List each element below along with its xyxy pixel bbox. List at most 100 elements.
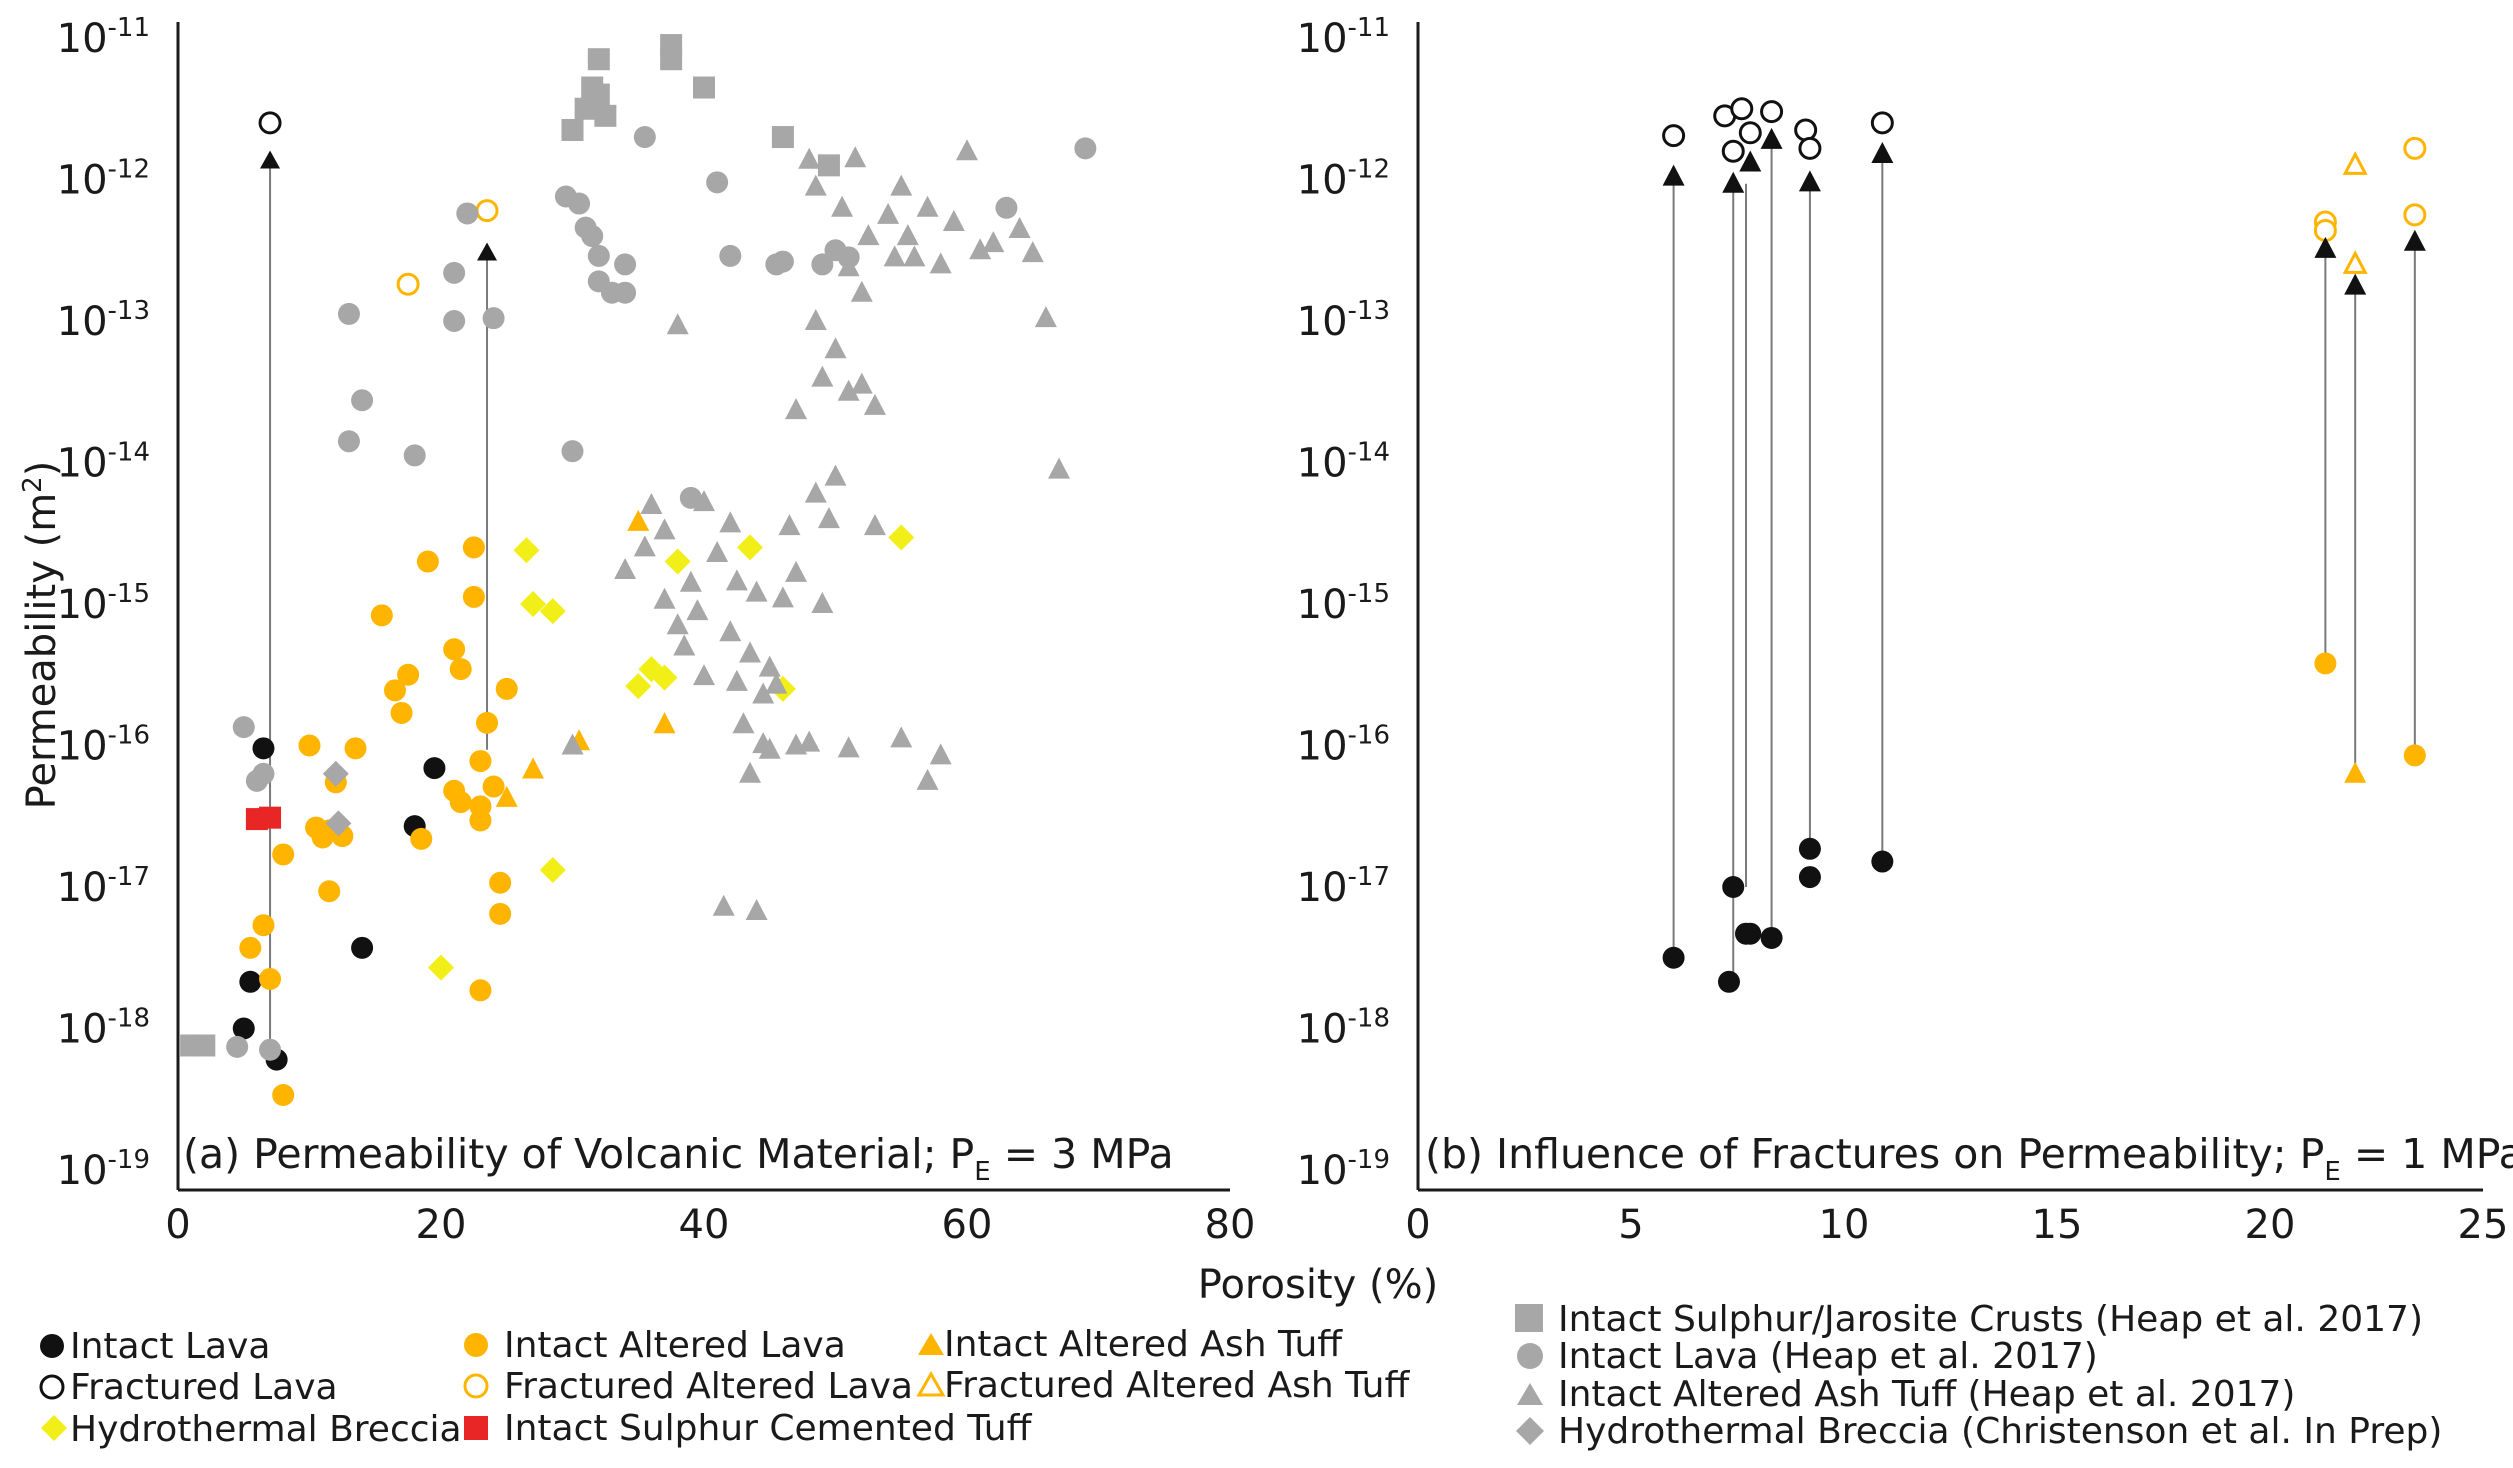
point-fractured_lava (1760, 100, 1784, 124)
series-heap_tuff (561, 139, 1071, 921)
series-intact_altered_lava (2314, 652, 2426, 767)
point-hydrothermal_breccia (737, 534, 764, 561)
point-heap_tuff (785, 733, 808, 755)
y-tick-label: 10-14 (57, 438, 150, 487)
series-fractured_lava (258, 111, 282, 135)
point-heap_lava (561, 440, 584, 463)
y-tick-label: 10-16 (1297, 721, 1390, 770)
series-intact_lava (1662, 837, 1894, 993)
legend-marker-heap-tuff (1517, 1383, 1543, 1405)
legend-marker-intact-lava (40, 1334, 64, 1358)
point-heap_crusts (587, 48, 610, 71)
point-intact_altered_ash_tuff (2344, 761, 2367, 783)
series-fractured_altered_lava (2313, 136, 2427, 242)
legend-label-intact-sulphur-cemented-tuff: Intact Sulphur Cemented Tuff (504, 1408, 1033, 1449)
point-fractured_lava (1730, 97, 1754, 121)
point-intact_altered_lava (469, 979, 492, 1002)
point-heap_tuff (850, 280, 873, 302)
legend-item-intact-lava: Intact Lava (40, 1326, 270, 1367)
y-tick-label: 10-17 (1297, 862, 1390, 911)
point-fractured_lava (258, 111, 282, 135)
point-heap_lava (614, 253, 637, 276)
x-tick-label: 10 (1819, 1202, 1870, 1248)
point-heap_lava (337, 302, 360, 325)
x-tick-label: 0 (165, 1202, 190, 1248)
point-heap_tuff (916, 195, 939, 217)
legend-marker-intact-sulphur-cemented-tuff (464, 1416, 488, 1440)
point-heap_tuff (877, 202, 900, 224)
point-heap_tuff (765, 672, 788, 694)
x-tick-label: 15 (2032, 1202, 2083, 1248)
point-heap_lava (226, 1035, 249, 1058)
point-heap_lava (443, 310, 466, 332)
y-tick-label: 10-19 (1297, 1145, 1390, 1194)
point-fractured_lava (1870, 111, 1894, 135)
legend-marker-hydrothermal-breccia (41, 1415, 67, 1441)
point-heap_tuff (824, 464, 847, 486)
point-intact_altered_ash_tuff (495, 785, 518, 807)
point-heap_lava (995, 196, 1018, 219)
point-heap_tuff (942, 209, 965, 231)
point-intact_lava (1722, 876, 1745, 898)
point-intact_lava (252, 737, 275, 760)
point-heap_tuff (837, 379, 860, 401)
point-heap_crusts (193, 1034, 216, 1057)
point-heap_crusts (660, 48, 683, 71)
point-intact_altered_lava (397, 663, 420, 686)
point-heap_tuff (1008, 217, 1031, 239)
point-heap_lava (771, 250, 794, 273)
point-intact_lava (239, 970, 262, 993)
point-intact_altered_lava (449, 791, 472, 814)
point-intact_lava (1871, 850, 1894, 873)
point-heap_tuff (653, 587, 676, 609)
point-heap_lava (252, 762, 275, 785)
point-altered_arrowheads (2403, 229, 2426, 251)
legend-item-intact-altered-ash-tuff: Intact Altered Ash Tuff (918, 1324, 1343, 1365)
legend-label-hydrothermal-breccia: Hydrothermal Breccia (70, 1409, 462, 1450)
y-tick-label: 10-17 (57, 862, 150, 911)
point-heap_tuff (725, 569, 748, 591)
point-heap_lava (351, 389, 374, 412)
point-heap_lava (443, 261, 466, 284)
point-intact_altered_lava (495, 677, 518, 700)
point-intact_altered_lava (383, 679, 406, 702)
point-heap_tuff (863, 514, 886, 536)
legend-item-heap-crusts: Intact Sulphur/Jarosite Crusts (Heap et … (1515, 1299, 2423, 1340)
point-heap_tuff (732, 712, 755, 734)
point-heap_tuff (890, 726, 913, 748)
point-heap_tuff (666, 313, 689, 335)
point-hydrothermal_breccia (539, 857, 566, 884)
panel-title: (a) Permeability of Volcanic Material; P… (183, 1130, 1174, 1187)
point-intact_altered_ash_tuff (653, 712, 676, 734)
point-breccia_christenson (325, 810, 352, 837)
x-tick-label: 0 (1405, 1202, 1430, 1248)
point-heap_tuff (804, 174, 827, 196)
point-intact_altered_lava (416, 550, 439, 573)
point-fractured_altered_lava (2403, 203, 2427, 227)
point-intact_altered_lava (443, 638, 466, 661)
x-tick-label: 40 (679, 1202, 730, 1248)
legend-item-hydrothermal-breccia: Hydrothermal Breccia (41, 1409, 462, 1450)
point-heap_crusts (594, 104, 617, 127)
point-heap_tuff (640, 492, 663, 514)
point-intact_altered_lava (476, 711, 499, 734)
point-heap_tuff (1048, 457, 1071, 479)
point-altered_arrowheads (2314, 236, 2337, 258)
legend-marker-intact-altered-ash-tuff (918, 1333, 944, 1355)
series-breccia_christenson (322, 760, 352, 837)
y-tick-label: 10-12 (57, 155, 150, 204)
point-heap_tuff (863, 393, 886, 415)
point-heap_tuff (752, 682, 775, 704)
legend-label-fractured-altered-ash-tuff: Fractured Altered Ash Tuff (944, 1365, 1410, 1406)
point-intact_altered_ash_tuff (522, 757, 545, 779)
point-fractured_altered_lava (2403, 136, 2427, 160)
point-intact_altered_lava (272, 1084, 295, 1107)
point-heap_lava (259, 1038, 282, 1061)
series-fractured_lava (1662, 97, 1894, 163)
point-intact_altered_lava (298, 734, 321, 757)
point-fractured_altered_lava (396, 272, 420, 296)
point-heap_tuff (844, 146, 867, 168)
point-heap_crusts (587, 83, 610, 106)
point-heap_tuff (693, 664, 715, 686)
point-heap_tuff (896, 224, 919, 246)
